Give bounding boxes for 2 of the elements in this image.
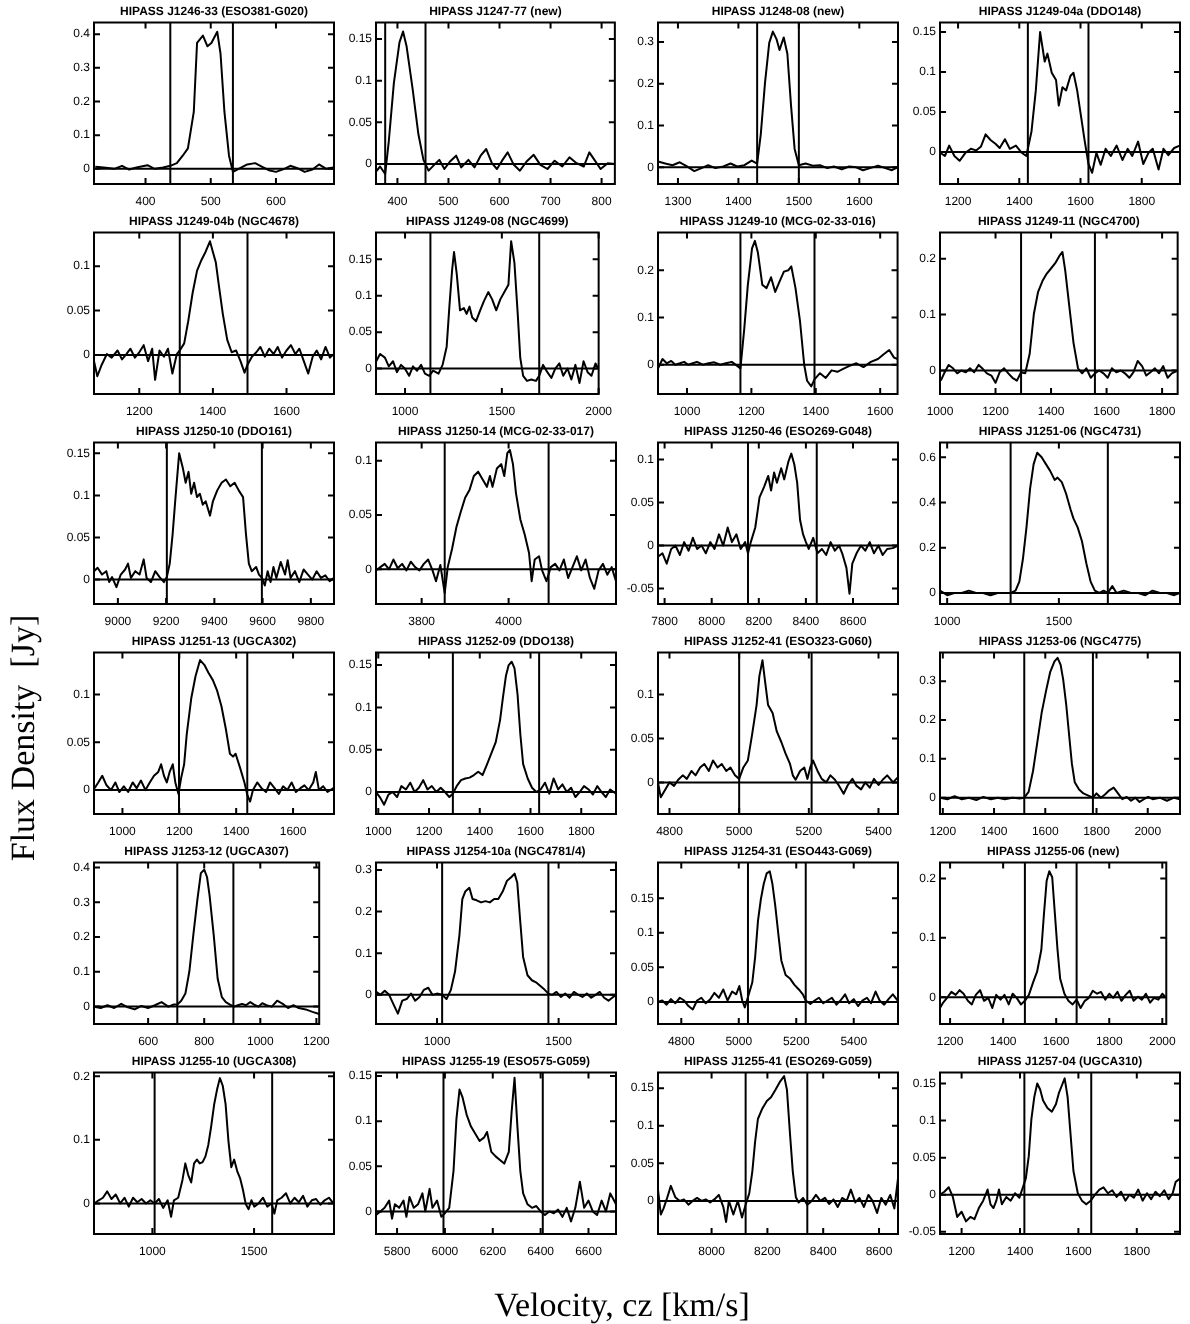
x-axis-title: Velocity, cz [km/s]: [494, 1286, 750, 1324]
y-axis-title: Flux Density [Jy]: [4, 613, 44, 861]
